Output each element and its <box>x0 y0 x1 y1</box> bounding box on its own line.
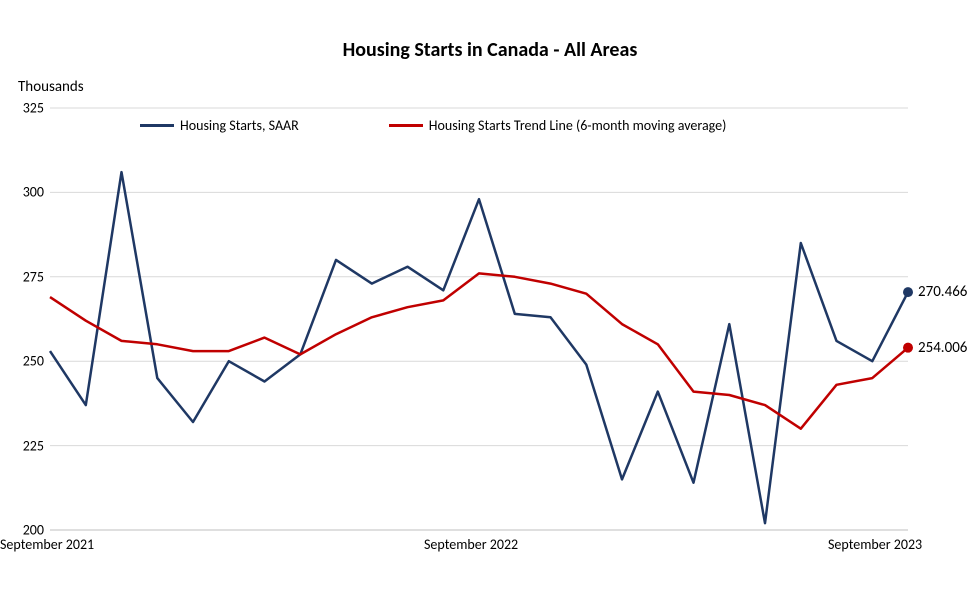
y-tick-label: 275 <box>10 268 44 285</box>
x-tick-label: September 2023 <box>828 536 922 553</box>
series-end-marker <box>903 343 913 353</box>
series-end-label: 254.006 <box>918 339 967 357</box>
y-tick-label: 300 <box>10 184 44 201</box>
y-tick-label: 225 <box>10 437 44 454</box>
legend-label-trend: Housing Starts Trend Line (6-month movin… <box>429 117 727 134</box>
y-tick-label: 325 <box>10 100 44 117</box>
x-tick-label: September 2022 <box>424 536 518 553</box>
y-tick-label: 250 <box>10 353 44 370</box>
x-tick-label: September 2021 <box>0 536 94 553</box>
legend-swatch-trend <box>389 124 423 127</box>
series-group <box>50 172 913 523</box>
gridlines <box>50 108 908 530</box>
legend-item-trend: Housing Starts Trend Line (6-month movin… <box>389 117 727 134</box>
legend-swatch-saar <box>140 124 174 127</box>
chart-container: Housing Starts in Canada - All Areas Tho… <box>0 0 980 599</box>
series-end-label: 270.466 <box>918 283 967 301</box>
legend-item-saar: Housing Starts, SAAR <box>140 117 299 134</box>
series-end-marker <box>903 287 913 297</box>
legend-label-saar: Housing Starts, SAAR <box>180 117 299 134</box>
legend: Housing Starts, SAAR Housing Starts Tren… <box>140 117 960 134</box>
chart-plot-area <box>0 0 980 599</box>
